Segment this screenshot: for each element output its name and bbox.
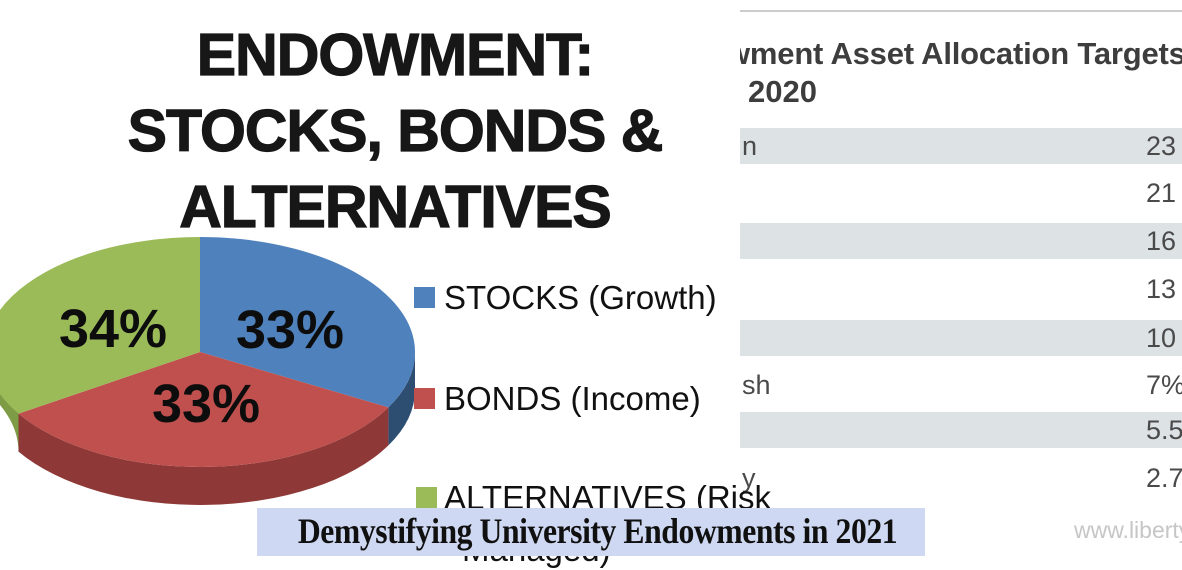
pie-side-bonds [18, 407, 389, 505]
table-row: 16 [740, 223, 1182, 259]
legend-label-stocks: STOCKS (Growth) [444, 279, 717, 316]
row-label-fragment: y [742, 463, 756, 493]
table-row: 5.5 [740, 412, 1182, 448]
table-row: y 2.7 [740, 460, 1182, 496]
pie-slice-alternatives [0, 237, 200, 414]
row-value: 21 [1146, 178, 1177, 208]
top-divider-line [740, 10, 1182, 12]
pie-data-label-bonds: 33% [151, 374, 261, 434]
row-value: 10 [1146, 323, 1177, 353]
legend-swatch-alternatives-icon [416, 487, 437, 508]
pie-data-label-stocks: 33% [235, 300, 345, 360]
table-title: wment Asset Allocation Targets [740, 36, 1182, 71]
caption-text: Demystifying University Endowments in 20… [297, 511, 898, 551]
row-value: 16 [1146, 226, 1177, 256]
watermark-url: www.liberty [1074, 517, 1182, 543]
table-row: 10 [740, 320, 1182, 356]
table-row: 21 [740, 175, 1182, 211]
table-title-clip: wment Asset Allocation Targets [740, 36, 1182, 76]
allocation-table-panel: wment Asset Allocation Targets 2020 n 23… [700, 0, 1182, 570]
pie-data-label-alternatives: 34% [58, 299, 168, 359]
pie-title-line-1: ENDOWMENT: [196, 21, 595, 88]
caption-bar: Demystifying University Endowments in 20… [257, 508, 925, 556]
pie-chart-title: ENDOWMENT: STOCKS, BONDS & ALTERNATIVES [70, 17, 720, 245]
row-label-fragment: sh [742, 370, 771, 400]
pie-title-line-3: ALTERNATIVES [179, 173, 613, 240]
legend-swatch-stocks-icon [414, 287, 435, 308]
pie-chart [0, 237, 415, 505]
table-row: n 23 [740, 128, 1182, 164]
pie-slice-bonds [18, 352, 389, 467]
legend-label-bonds: BONDS (Income) [444, 380, 701, 417]
legend-swatch-bonds-icon [414, 388, 435, 409]
row-value: 7% [1146, 370, 1182, 400]
pie-side-stocks [388, 352, 415, 446]
row-value: 5.5 [1146, 415, 1182, 445]
pie-title-line-2: STOCKS, BONDS & [127, 97, 664, 164]
table-row: sh 7% [740, 367, 1182, 403]
row-value: 2.7 [1146, 463, 1182, 493]
row-label-fragment: n [742, 131, 758, 161]
row-value: 13 [1146, 274, 1177, 304]
pie-slice-stocks [200, 237, 415, 408]
row-value: 23 [1146, 131, 1177, 161]
table-subtitle-year: 2020 [748, 74, 817, 109]
table-row: 13 [740, 271, 1182, 307]
